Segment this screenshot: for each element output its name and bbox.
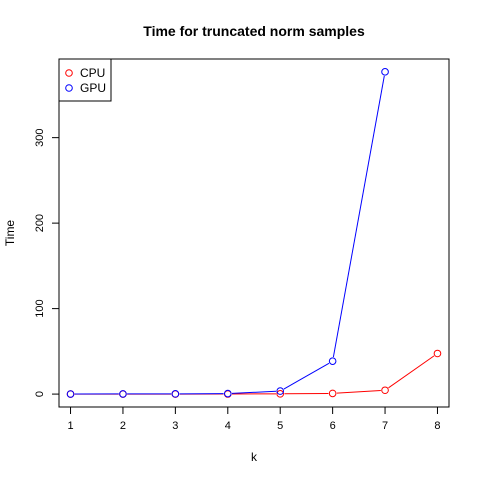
series-line-segment — [283, 362, 330, 390]
chart-title: Time for truncated norm samples — [143, 23, 365, 39]
series-line-segment — [231, 390, 277, 394]
y-tick-label: 200 — [34, 214, 46, 232]
x-tick-label: 8 — [434, 420, 440, 432]
data-point — [381, 386, 389, 395]
series-gpu — [66, 68, 389, 398]
data-point — [171, 390, 180, 398]
data-point — [328, 357, 337, 365]
series-line-segment — [388, 355, 435, 389]
x-tick-label: 1 — [67, 420, 73, 432]
series-line-segment — [336, 389, 381, 394]
legend-box — [58, 58, 112, 102]
x-axis-label: k — [251, 450, 258, 464]
x-tick-label: 3 — [172, 420, 178, 432]
y-tick-label: 100 — [34, 299, 46, 317]
data-point — [328, 389, 337, 398]
y-axis: 0 100 200 300 — [34, 128, 60, 397]
x-tick-label: 5 — [277, 420, 283, 432]
legend-label-cpu: CPU — [80, 66, 105, 80]
x-tick-label: 4 — [225, 420, 231, 432]
data-point — [433, 349, 442, 358]
x-tick-label: 2 — [120, 420, 126, 432]
x-tick-label: 7 — [382, 420, 388, 432]
legend-marker-gpu — [65, 84, 73, 92]
data-point — [66, 390, 75, 398]
x-tick-label: 6 — [330, 420, 336, 432]
series-layer — [66, 68, 442, 398]
data-point — [276, 387, 285, 395]
plot-frame — [58, 58, 450, 408]
y-tick-label: 0 — [34, 391, 46, 397]
data-point — [223, 389, 232, 398]
series-line-segment — [332, 75, 385, 358]
legend-label-gpu: GPU — [80, 81, 106, 95]
y-axis-label: Time — [3, 220, 17, 247]
legend-marker-cpu — [65, 69, 73, 77]
data-point — [276, 390, 285, 398]
x-axis: 1 2 3 4 5 6 7 8 — [67, 406, 441, 432]
y-tick-label: 300 — [34, 128, 46, 146]
data-point — [381, 68, 389, 76]
data-point — [119, 390, 127, 398]
